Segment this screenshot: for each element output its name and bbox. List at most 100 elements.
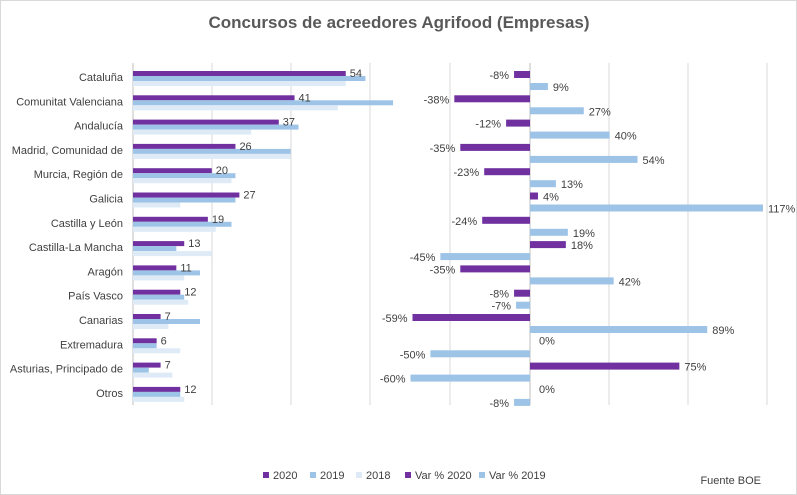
bar-2018-andalucia <box>133 129 252 135</box>
category-label-castilla-y-leon: Castilla y León <box>51 218 123 230</box>
category-label-canarias: Canarias <box>79 315 124 327</box>
bar-2019-pais-vasco <box>133 294 185 300</box>
bar-var-2020-galicia <box>530 192 538 200</box>
category-label-castilla-la-mancha: Castilla-La Mancha <box>29 242 124 254</box>
data-label-var-2020-madrid-comunidad-de: -35% <box>430 143 456 155</box>
data-label-var-2020-otros: 0% <box>539 384 555 396</box>
data-label-var-2019-cataluna: 9% <box>553 82 569 94</box>
bar-2019-canarias <box>133 319 200 324</box>
data-label-var-2019-extremadura: -50% <box>400 349 426 361</box>
data-label-var-2020-comunitat-valenciana: -38% <box>424 94 450 106</box>
data-label-var-2019-comunitat-valenciana: 27% <box>589 106 611 118</box>
bar-var-2019-canarias <box>530 326 708 333</box>
bar-2019-castilla-la-mancha <box>133 246 177 252</box>
bar-var-2020-comunitat-valenciana <box>454 95 530 103</box>
bar-var-2019-andalucia <box>530 131 610 139</box>
bar-2019-otros <box>133 391 181 397</box>
legend-label-2018: 2018 <box>366 470 390 482</box>
data-label-var-2019-murcia-region-de: 13% <box>561 179 583 191</box>
bar-var-2019-madrid-comunidad-de <box>530 155 638 163</box>
bar-2020-otros <box>133 386 181 392</box>
category-label-andalucia: Andalucía <box>74 121 124 133</box>
legend-label-2020: 2020 <box>273 470 297 482</box>
legend-label-var-2020: Var % 2020 <box>415 470 472 482</box>
data-label-var-2019-galicia: 117% <box>768 204 796 216</box>
bar-2019-castilla-y-leon <box>133 221 232 227</box>
category-label-murcia-region-de: Murcia, Región de <box>34 169 123 181</box>
bars <box>133 71 763 406</box>
category-label-extremadura: Extremadura <box>60 339 124 351</box>
data-label-var-2019-canarias: 89% <box>712 325 734 337</box>
bar-var-2020-castilla-y-leon <box>482 216 530 224</box>
bar-var-2019-castilla-y-leon <box>530 228 568 236</box>
data-label-var-2020-galicia: 4% <box>543 192 559 204</box>
bar-var-2020-aragon <box>460 265 530 273</box>
category-label-galicia: Galicia <box>89 194 124 206</box>
category-label-madrid-comunidad-de: Madrid, Comunidad de <box>12 145 123 157</box>
data-label-var-2019-asturias-principado-de: -60% <box>380 374 406 386</box>
bar-2018-aragon <box>133 275 185 281</box>
data-label-var-2019-castilla-la-mancha: -45% <box>410 252 436 264</box>
bar-var-2019-asturias-principado-de <box>410 374 530 382</box>
bar-2018-castilla-y-leon <box>133 226 216 232</box>
bar-2019-andalucia <box>133 124 299 130</box>
data-label-var-2019-otros: -8% <box>490 398 510 410</box>
data-label-2020-canarias: 7 <box>165 311 171 323</box>
bar-2018-murcia-region-de <box>133 178 232 184</box>
legend-swatch-2019 <box>310 472 316 478</box>
data-label-2020-madrid-comunidad-de: 26 <box>239 141 251 153</box>
bar-2020-comunitat-valenciana <box>133 95 295 101</box>
legend-swatch-var-2020 <box>405 472 411 478</box>
category-label-otros: Otros <box>96 388 123 400</box>
bar-2020-madrid-comunidad-de <box>133 143 236 149</box>
bar-var-2020-madrid-comunidad-de <box>460 143 530 151</box>
bar-2018-comunitat-valenciana <box>133 105 338 111</box>
data-label-var-2019-andalucia: 40% <box>615 131 637 143</box>
bar-var-2019-extremadura <box>430 350 530 358</box>
bar-2020-cataluna <box>133 71 346 76</box>
data-label-2020-comunitat-valenciana: 41 <box>299 92 311 104</box>
category-label-aragon: Aragón <box>88 266 123 278</box>
legend-label-2019: 2019 <box>320 470 344 482</box>
bar-2018-pais-vasco <box>133 299 189 305</box>
bar-var-2020-canarias <box>412 314 530 321</box>
data-label-2020-castilla-y-leon: 19 <box>212 214 224 226</box>
bar-var-2019-galicia <box>530 204 763 212</box>
bar-2020-aragon <box>133 265 177 271</box>
bar-2019-comunitat-valenciana <box>133 100 394 106</box>
data-label-2020-extremadura: 6 <box>161 335 167 347</box>
legend-label-var-2019: Var % 2019 <box>489 470 546 482</box>
bar-var-2019-cataluna <box>530 83 548 90</box>
data-label-2020-aragon: 11 <box>180 262 191 274</box>
data-label-var-2019-castilla-y-leon: 19% <box>573 228 595 240</box>
category-label-asturias-principado-de: Asturias, Principado de <box>10 364 123 376</box>
bar-2018-otros <box>133 396 185 402</box>
legend: 2020 2019 2018 Var % 2020 Var % 2019 <box>263 470 546 482</box>
data-label-var-2020-andalucia: -12% <box>475 119 501 131</box>
bar-var-2020-cataluna <box>514 71 530 78</box>
legend-swatch-2020 <box>263 472 269 478</box>
data-label-2020-galicia: 27 <box>243 190 255 202</box>
category-label-comunitat-valenciana: Comunitat Valenciana <box>16 96 124 108</box>
bar-2020-canarias <box>133 314 161 319</box>
bar-2019-galicia <box>133 197 236 203</box>
data-label-2020-otros: 12 <box>184 384 196 396</box>
data-label-2020-asturias-principado-de: 7 <box>165 360 171 372</box>
bar-2020-extremadura <box>133 338 157 344</box>
data-label-var-2020-canarias: -59% <box>382 313 408 325</box>
data-label-var-2020-cataluna: -8% <box>490 70 510 82</box>
bar-2018-castilla-la-mancha <box>133 251 212 257</box>
legend-swatch-var-2019 <box>479 472 485 478</box>
bar-var-2020-andalucia <box>506 119 530 127</box>
bar-2018-madrid-comunidad-de <box>133 153 291 159</box>
bar-2019-madrid-comunidad-de <box>133 148 291 154</box>
bar-var-2019-otros <box>514 398 530 406</box>
bar-2020-murcia-region-de <box>133 168 212 174</box>
bar-var-2019-murcia-region-de <box>530 180 556 188</box>
data-label-var-2019-pais-vasco: -7% <box>491 301 511 313</box>
bar-2019-asturias-principado-de <box>133 367 149 373</box>
data-label-var-2020-asturias-principado-de: 75% <box>684 362 706 374</box>
data-label-var-2020-castilla-la-mancha: 18% <box>571 240 593 252</box>
